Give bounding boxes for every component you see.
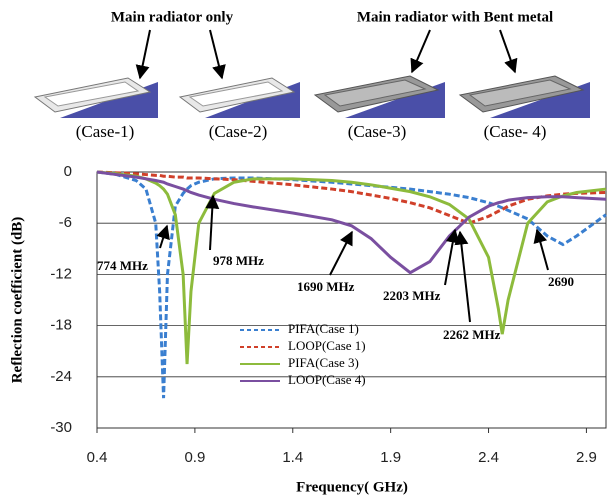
series-line <box>96 170 607 275</box>
case-label: (Case- 4) <box>484 122 547 141</box>
legend-label: PIFA(Case 3) <box>288 355 359 370</box>
legend-label: PIFA(Case 1) <box>288 321 359 336</box>
y-tick-label: -12 <box>50 265 72 282</box>
case-label: (Case-2) <box>209 122 268 141</box>
illustrations: Main radiator only Main radiator with Be… <box>33 9 590 141</box>
annotation: 978 MHz <box>213 253 264 268</box>
y-tick-label: 0 <box>64 163 72 180</box>
annotation-arrow <box>454 230 471 323</box>
annotation-arrow <box>156 224 170 249</box>
y-tick-label: -30 <box>50 419 72 436</box>
annotation-arrow <box>533 228 549 271</box>
case-label: (Case-1) <box>76 122 135 141</box>
case-2-drawing <box>178 77 300 118</box>
x-tick-label: 2.9 <box>576 449 597 466</box>
case-3-drawing <box>313 75 445 118</box>
case-label: (Case-3) <box>348 122 407 141</box>
x-axis-label: Frequency( GHz) <box>296 479 408 495</box>
x-tick-label: 2.4 <box>478 449 499 466</box>
header-label: Main radiator with Bent metal <box>357 9 553 25</box>
annotation-arrow <box>329 230 353 276</box>
annotation: 2203 MHz <box>383 288 441 303</box>
case-1-drawing <box>33 77 158 118</box>
annotation: 1690 MHz <box>297 279 355 294</box>
series-line <box>96 170 607 365</box>
plot-frame <box>96 171 607 429</box>
legend-label: LOOP(Case 4) <box>288 372 366 387</box>
header-label: Main radiator only <box>111 9 234 25</box>
y-axis-label: Reflection coefficient (dB) <box>9 217 25 384</box>
y-tick-label: -18 <box>50 317 72 334</box>
series-line <box>96 170 607 225</box>
annotation: 2262 MHz <box>443 327 501 342</box>
y-tick-label: -6 <box>59 214 72 231</box>
x-tick-label: 0.4 <box>87 449 108 466</box>
annotation-arrow <box>205 194 220 251</box>
plot: 0 -6 -12 -18 -24 -30 0.4 0.9 1.4 1.9 2.4 2.9 PIFA(Ca… <box>50 163 607 466</box>
annotation: 774 MHz <box>97 258 148 273</box>
x-tick-label: 1.4 <box>282 449 303 466</box>
case-4-drawing <box>458 75 590 118</box>
annotation-arrow <box>444 228 460 286</box>
annotation: 2690 <box>548 274 574 289</box>
x-tick-label: 0.9 <box>184 449 205 466</box>
y-tick-label: -24 <box>50 368 72 385</box>
legend-label: LOOP(Case 1) <box>288 338 366 353</box>
x-tick-label: 1.9 <box>380 449 401 466</box>
